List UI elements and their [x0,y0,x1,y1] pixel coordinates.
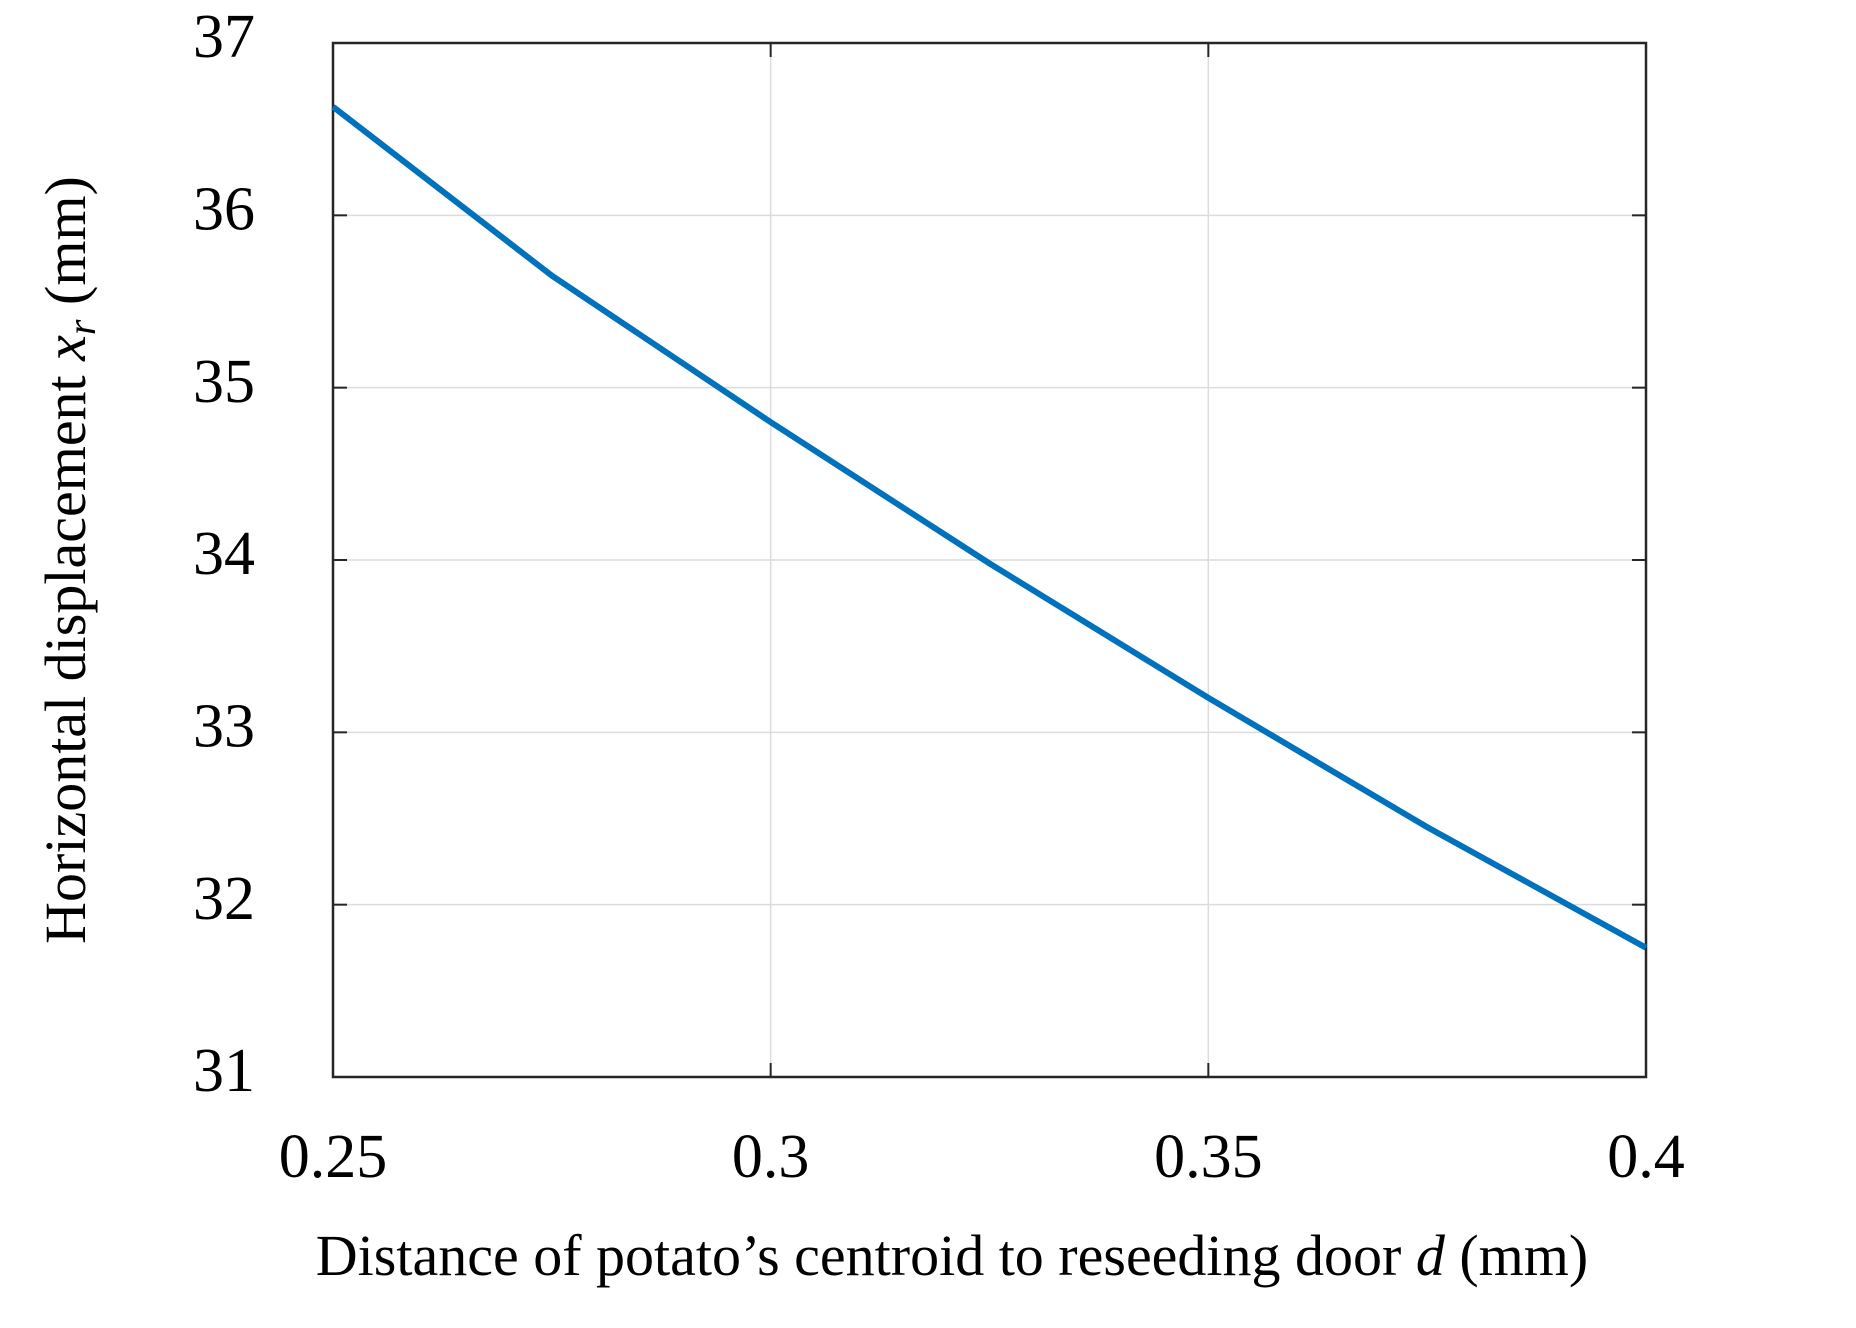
y-tick-label: 31 [193,1037,255,1105]
x-label-part: Distance of potato’s centroid to reseedi… [316,1223,1416,1288]
plot-frame [331,41,1648,1079]
x-axis-label: Distance of potato’s centroid to reseedi… [316,1223,1588,1288]
x-tick-label: 0.3 [732,1123,810,1191]
y-label-part: Horizontal displacement [33,361,98,944]
y-label-symbol: x [33,335,98,362]
x-label-symbol: d [1416,1223,1446,1288]
y-tick-label: 37 [193,3,255,71]
y-tick-label: 33 [193,693,255,761]
y-label-unit: (mm) [33,176,98,319]
y-tick-label: 35 [193,348,255,416]
y-label-subscript: r [59,319,104,335]
x-tick-label: 0.4 [1607,1123,1685,1191]
x-label-unit: (mm) [1445,1223,1588,1288]
y-tick-label: 36 [193,176,255,244]
x-tick-label: 0.25 [279,1123,388,1191]
x-tick-label: 0.35 [1154,1123,1263,1191]
y-axis-label: Horizontal displacement xr (mm) [33,176,104,944]
data-line [331,104,1648,951]
y-tick-label: 34 [193,520,255,588]
y-tick-label: 32 [193,865,255,933]
